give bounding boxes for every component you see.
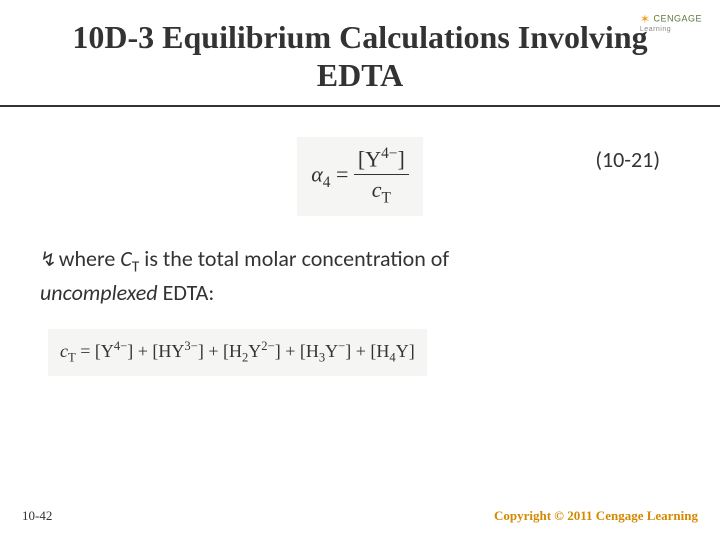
body-tail: EDTA:: [158, 279, 215, 306]
term-1: [HY3−]: [152, 341, 203, 361]
denominator: cT: [354, 175, 409, 207]
slide-content: α4 = [Y4−]cT (10-21) ↯where CT is the to…: [0, 107, 720, 376]
page-title: 10D-3 Equilibrium Calculations Involving…: [40, 18, 680, 95]
brand-logo: ✶ CENGAGE Learning: [640, 12, 702, 33]
logo-brand-text: CENGAGE: [653, 13, 702, 23]
logo-sub-text: Learning: [640, 26, 702, 33]
body-uncomplexed: uncomplexed: [40, 279, 158, 306]
term-2: [H2Y2−]: [223, 341, 281, 361]
term-4: [H4Y]: [370, 341, 414, 361]
slide-number: 10-42: [22, 508, 52, 524]
term-0: [Y4−]: [95, 341, 133, 361]
equation-number: (10-21): [595, 147, 660, 173]
alpha4-formula: α4 = [Y4−]cT: [297, 137, 423, 216]
body-pre: where: [59, 245, 121, 272]
alpha4-formula-row: α4 = [Y4−]cT (10-21): [40, 137, 680, 216]
numerator: [Y4−]: [354, 145, 409, 175]
alpha-var: α: [311, 161, 323, 186]
ct-var: C: [120, 245, 132, 272]
bullet-icon: ↯: [40, 249, 57, 271]
body-mid: is the total molar concentration of: [139, 245, 449, 272]
body-paragraph: ↯where CT is the total molar concentrati…: [40, 244, 680, 308]
logo-star-icon: ✶: [640, 12, 651, 26]
copyright-text: Copyright © 2011 Cengage Learning: [494, 508, 698, 524]
eq-sign: =: [330, 161, 353, 186]
fraction: [Y4−]cT: [354, 145, 409, 208]
slide-header: ✶ CENGAGE Learning 10D-3 Equilibrium Cal…: [0, 0, 720, 107]
term-3: [H3Y−]: [300, 341, 351, 361]
ct-formula: cT = [Y4−] + [HY3−] + [H2Y2−] + [H3Y−] +…: [48, 329, 427, 376]
